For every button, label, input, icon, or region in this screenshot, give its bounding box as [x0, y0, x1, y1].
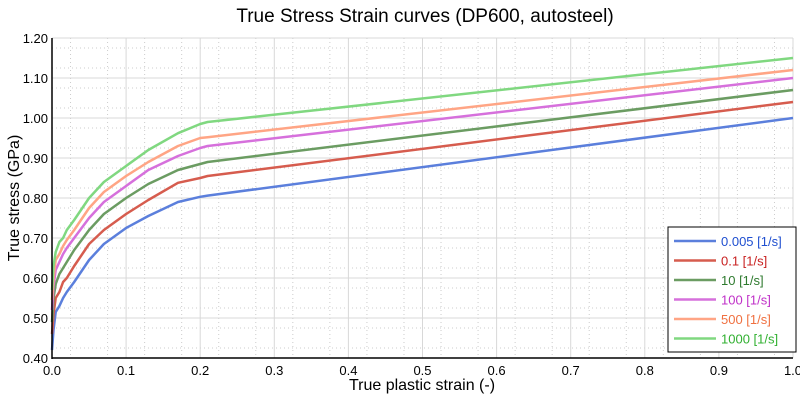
series-lines — [50, 56, 794, 351]
x-tick-label: 0.6 — [488, 363, 506, 378]
x-tick-label: 0.4 — [339, 363, 357, 378]
series-line — [50, 76, 794, 311]
legend-label: 0.005 [1/s] — [721, 234, 782, 249]
y-tick-label: 1.00 — [23, 111, 48, 126]
legend-label: 1000 [1/s] — [721, 332, 778, 347]
chart-title: True Stress Strain curves (DP600, autost… — [236, 6, 613, 27]
x-tick-label: 1.0 — [784, 363, 800, 378]
y-tick-label: 1.10 — [23, 71, 48, 86]
legend: 0.005 [1/s] 0.1 [1/s] 10 [1/s] 100 [1/s] 500… — [667, 226, 797, 353]
legend-label: 0.1 [1/s] — [721, 254, 767, 269]
series-line — [50, 88, 794, 323]
series-line — [50, 100, 794, 335]
x-axis-label: True plastic strain (-) — [349, 377, 495, 394]
y-tick-label: 0.40 — [23, 351, 48, 366]
y-tick-label: 0.50 — [23, 311, 48, 326]
x-tick-label: 0.5 — [413, 363, 431, 378]
legend-box — [667, 226, 797, 353]
y-tick-label: 0.60 — [23, 271, 48, 286]
series-line — [50, 116, 794, 351]
legend-label: 10 [1/s] — [721, 273, 764, 288]
y-tick-label: 0.90 — [23, 151, 48, 166]
x-tick-label: 0.1 — [117, 363, 135, 378]
x-tick-label: 0.8 — [636, 363, 654, 378]
x-tick-label: 0.3 — [265, 363, 283, 378]
y-tick-label: 0.70 — [23, 231, 48, 246]
x-tick-label: 0.9 — [710, 363, 728, 378]
legend-label: 500 [1/s] — [721, 312, 771, 327]
y-axis-label: True stress (GPa) — [6, 135, 23, 262]
y-tick-label: 0.80 — [23, 191, 48, 206]
series-line — [50, 56, 794, 291]
x-tick-label: 0.7 — [562, 363, 580, 378]
legend-label: 100 [1/s] — [721, 293, 771, 308]
x-tick-label: 0.0 — [43, 363, 61, 378]
series-line — [50, 68, 794, 301]
x-tick-label: 0.2 — [191, 363, 209, 378]
axes: 0.0 0.1 0.2 0.3 0.4 0.5 0.6 0.7 0.8 0.9 1.0 0.40 0.5… — [23, 31, 800, 378]
y-tick-label: 1.20 — [23, 31, 48, 46]
